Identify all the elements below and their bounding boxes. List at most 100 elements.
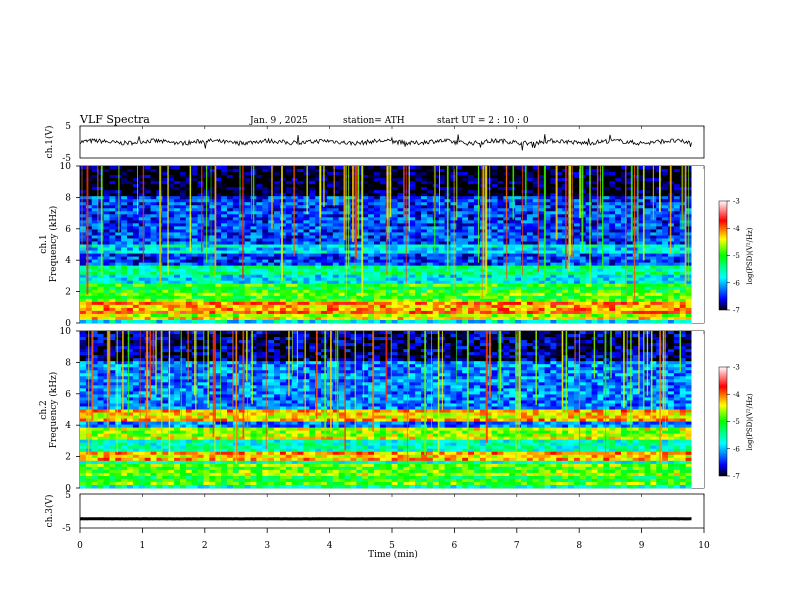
- spectrogram-cell: [650, 229, 657, 233]
- spectrogram-cell: [515, 190, 522, 194]
- spectrogram-cell: [521, 283, 528, 288]
- spectrogram-cell: [232, 211, 240, 215]
- spectrogram-cell: [332, 295, 340, 300]
- spectrogram-cell: [550, 304, 557, 309]
- spectrogram-cell: [497, 166, 504, 170]
- spectrogram-cell: [650, 280, 657, 285]
- spectrogram-cell: [497, 181, 504, 185]
- spectrogram-cell: [115, 238, 122, 242]
- spectrogram-cell: [103, 241, 110, 245]
- spectrogram-cell: [456, 307, 463, 312]
- spectrogram-cell: [426, 208, 434, 212]
- spectrogram-cell: [450, 301, 457, 306]
- spectrogram-cell: [185, 181, 193, 185]
- spectrogram-cell: [444, 274, 451, 279]
- spectrogram-cell: [538, 256, 545, 260]
- spectrogram-cell: [326, 169, 334, 173]
- spectrogram-cell: [321, 217, 328, 221]
- spectrogram-cell: [185, 265, 193, 270]
- spectrogram-cell: [415, 166, 422, 170]
- spectrogram-cell: [597, 286, 604, 291]
- spectrogram-cell: [450, 268, 457, 273]
- spectrogram-cell: [632, 196, 639, 200]
- spectrogram-cell: [515, 265, 522, 270]
- spectrogram-cell: [479, 292, 487, 297]
- spectrogram-cell: [403, 283, 410, 288]
- spectrogram-cell: [362, 187, 369, 191]
- spectrogram-cell: [109, 262, 116, 267]
- spectrogram-cell: [132, 301, 140, 306]
- spectrogram-cell: [362, 172, 369, 176]
- spectrogram-cell: [585, 175, 592, 179]
- spectrogram-cell: [391, 208, 398, 212]
- spectrogram-cell: [415, 223, 422, 227]
- spectrogram-cell: [450, 166, 457, 170]
- spectrogram-cell: [668, 298, 675, 303]
- spectrogram-cell: [379, 199, 387, 203]
- spectrogram-cell: [597, 301, 604, 306]
- spectrogram-cell: [332, 175, 340, 179]
- spectrogram-cell: [144, 271, 151, 276]
- spectrogram-cell: [338, 166, 345, 170]
- spectrogram-cell: [85, 235, 93, 239]
- spectrogram-cell: [679, 238, 687, 242]
- spectrogram-cell: [179, 256, 187, 260]
- spectrogram-cell: [150, 241, 157, 245]
- spectrogram-cell: [244, 256, 251, 260]
- spectrogram-cell: [215, 193, 222, 197]
- spectrogram-cell: [585, 298, 592, 303]
- spectrogram-cell: [603, 199, 610, 203]
- spectrogram-cell: [532, 286, 540, 291]
- spectrogram-cell: [309, 220, 316, 224]
- spectrogram-cell: [338, 178, 345, 182]
- spectrogram-cell: [121, 262, 128, 267]
- spectrogram-cell: [626, 298, 634, 303]
- spectrogram-cell: [673, 238, 681, 242]
- spectrogram-cell: [303, 262, 310, 267]
- spectrogram-cell: [538, 214, 545, 218]
- spectrogram-cell: [503, 280, 510, 285]
- spectrogram-cell: [362, 262, 369, 267]
- spectrogram-cell: [609, 196, 616, 200]
- spectrogram-cell: [473, 235, 481, 239]
- spectrogram-cell: [256, 166, 263, 170]
- spectrogram-cell: [315, 217, 322, 221]
- spectrogram-cell: [232, 220, 240, 224]
- spectrogram-cell: [409, 169, 416, 173]
- spectrogram-cell: [532, 235, 540, 239]
- spectrogram-cell: [326, 205, 334, 209]
- spectrogram-cell: [97, 187, 104, 191]
- spectrogram-cell: [638, 280, 645, 285]
- spectrogram-cell: [191, 286, 198, 291]
- spectrogram-cell: [150, 271, 157, 276]
- spectrogram-cell: [344, 301, 351, 306]
- spectrogram-cell: [485, 169, 492, 173]
- spectrogram-cell: [338, 274, 345, 279]
- spectrogram-cell: [573, 190, 581, 194]
- spectrogram-cell: [326, 241, 334, 245]
- spectrogram-cell: [662, 244, 669, 248]
- spectrogram-cell: [491, 175, 498, 179]
- spectrogram-cell: [544, 244, 551, 248]
- spectrogram-cell: [321, 265, 328, 270]
- spectrogram-cell: [85, 238, 93, 242]
- spectrogram-cell: [185, 304, 193, 309]
- spectrogram-cell: [121, 181, 128, 185]
- spectrogram-cell: [491, 271, 498, 276]
- spectrogram-cell: [468, 280, 475, 285]
- spectrogram-cell: [268, 232, 275, 236]
- spectrogram-cell: [274, 196, 281, 200]
- spectrogram-cell: [509, 301, 516, 306]
- spectrogram-cell: [285, 292, 293, 297]
- spectrogram-cell: [421, 289, 428, 294]
- spectrogram-cell: [138, 238, 146, 242]
- spectrogram-cell: [644, 193, 651, 197]
- spectrogram-cell: [326, 175, 334, 179]
- spectrogram-cell: [91, 187, 99, 191]
- spectrogram-cell: [573, 235, 581, 239]
- spectrogram-cell: [238, 250, 246, 254]
- spectrogram-cell: [162, 226, 169, 230]
- spectrogram-cell: [109, 256, 116, 260]
- spectrogram-cell: [338, 286, 345, 291]
- spectrogram-cell: [215, 247, 222, 251]
